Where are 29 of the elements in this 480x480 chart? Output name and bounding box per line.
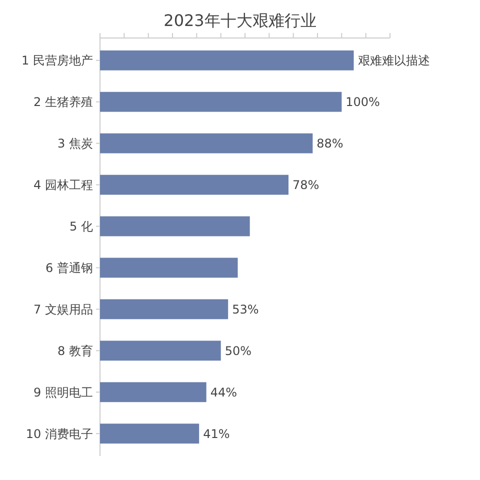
y-tick-label: 1 民营房地产 — [22, 54, 93, 68]
data-label: 88% — [316, 136, 344, 151]
y-tick-label: 10 消费电子 — [26, 426, 93, 441]
chart-title: 2023年十大艰难行业 — [164, 11, 316, 30]
bar — [100, 174, 288, 195]
y-tick-label: 3 焦炭 — [58, 136, 93, 151]
data-label: 100% — [346, 95, 380, 110]
bar — [100, 50, 354, 70]
data-label: 41% — [203, 426, 230, 441]
bar — [100, 92, 342, 112]
data-label: 78% — [292, 178, 320, 192]
data-label: 53% — [232, 302, 259, 316]
y-tick-label: 9 照明电工 — [34, 385, 93, 400]
data-label: 艰难难以描述 — [358, 54, 430, 68]
y-tick-label: 7 文娱用品 — [34, 302, 93, 316]
bar — [100, 133, 313, 154]
bar — [100, 424, 200, 444]
bar — [100, 258, 238, 278]
bar — [100, 382, 206, 402]
bar — [100, 299, 228, 320]
y-tick-label: 8 教育 — [58, 344, 93, 358]
y-tick-label: 6 普通钢 — [46, 260, 93, 275]
y-tick-label: 2 生猪养殖 — [34, 95, 93, 110]
y-tick-label: 4 园林工程 — [34, 178, 93, 192]
y-tick-label: 5 化 — [70, 219, 93, 234]
bar — [100, 216, 250, 236]
data-label: 44% — [210, 385, 238, 400]
bar — [100, 340, 221, 361]
data-label: 50% — [224, 344, 252, 358]
